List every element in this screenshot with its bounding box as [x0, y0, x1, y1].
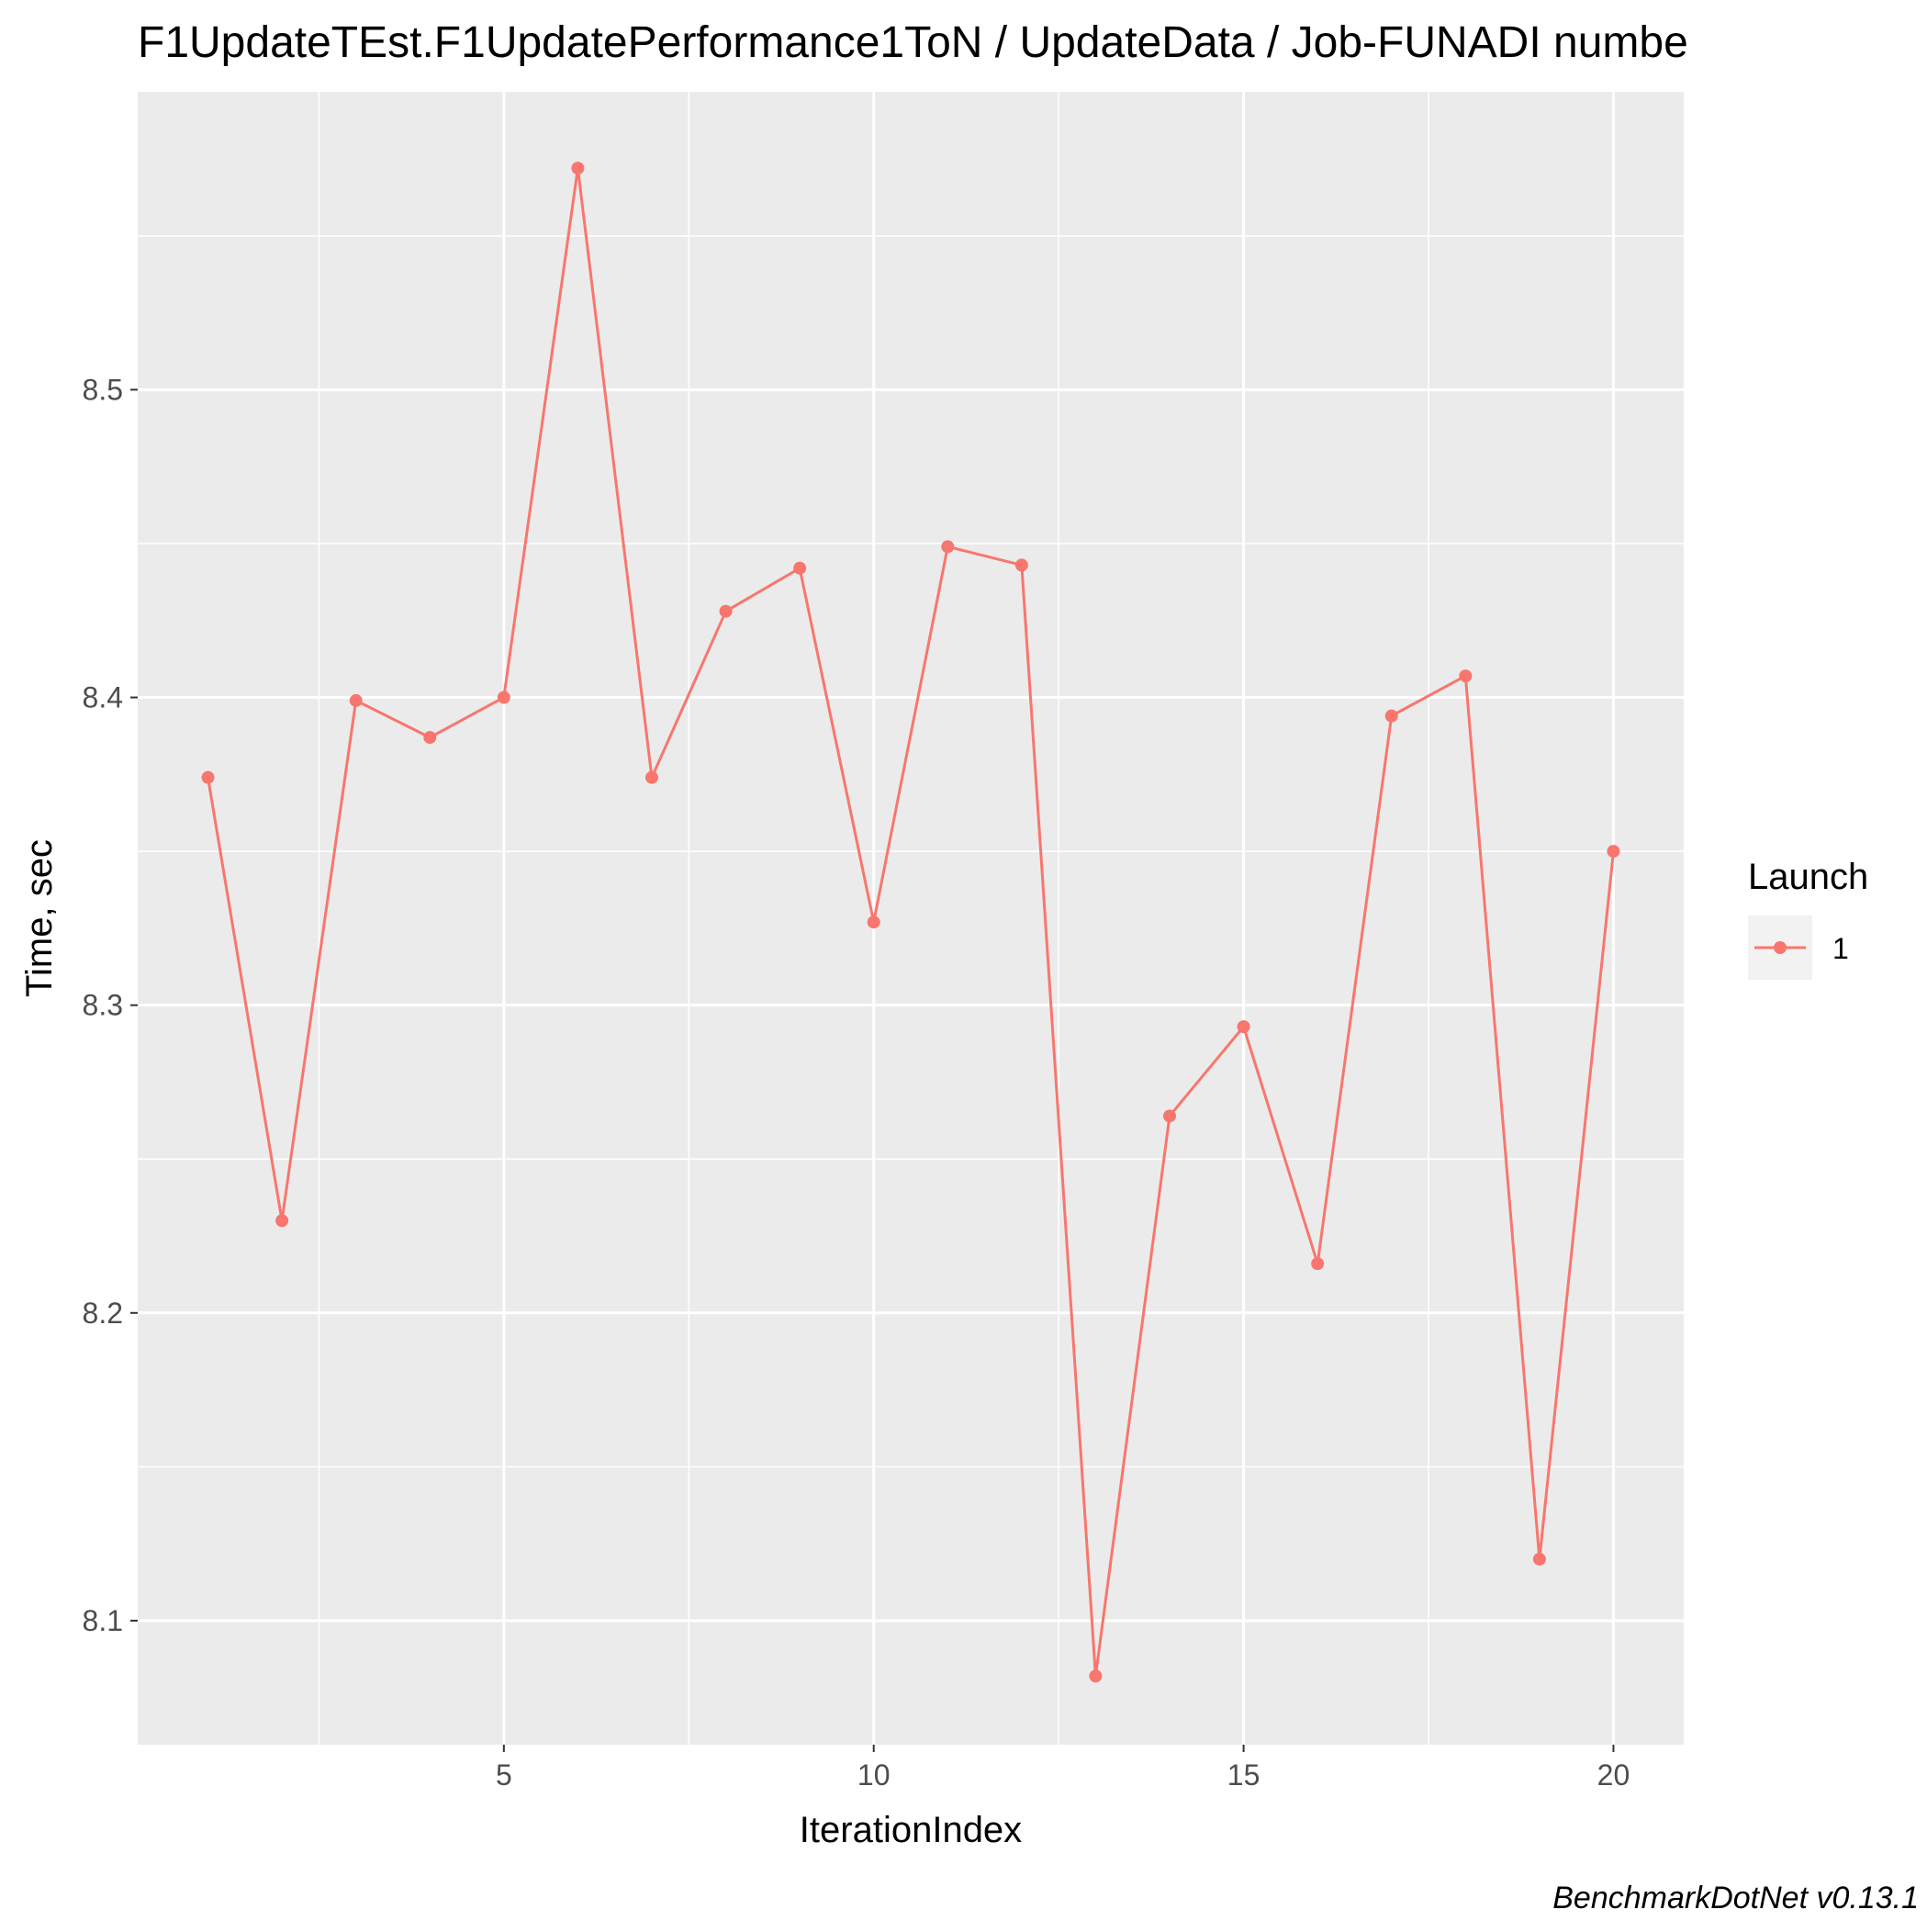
x-tick-label: 20	[1597, 1758, 1630, 1792]
legend-key-point	[1774, 941, 1787, 954]
chart-title: F1UpdateTEst.F1UpdatePerformance1ToN / U…	[138, 18, 1688, 67]
data-point	[867, 915, 880, 929]
y-axis: 8.1 8.2 8.3 8.4 8.5	[83, 373, 138, 1637]
data-point	[1163, 1109, 1177, 1123]
y-tick-label: 8.4	[83, 681, 123, 714]
data-point	[644, 770, 658, 784]
data-point	[1311, 1257, 1325, 1271]
data-point	[201, 770, 215, 784]
series-line	[207, 166, 1615, 1678]
data-point	[1089, 1669, 1103, 1683]
y-axis-title: Time, sec	[19, 839, 60, 997]
data-point	[1459, 669, 1473, 683]
x-tick-label: 5	[496, 1758, 512, 1792]
data-point	[571, 162, 585, 175]
x-tick-label: 15	[1227, 1758, 1260, 1792]
data-point	[1607, 845, 1620, 859]
data-point	[941, 540, 955, 554]
y-tick-label: 8.1	[83, 1604, 123, 1637]
data-point	[1532, 1552, 1546, 1566]
data-point	[793, 561, 807, 575]
legend: Launch 1	[1748, 857, 1868, 980]
x-axis-title: IterationIndex	[800, 1810, 1022, 1850]
plot-panel	[138, 92, 1684, 1745]
data-point	[1237, 1020, 1250, 1034]
y-tick-label: 8.5	[83, 373, 123, 406]
legend-label: 1	[1832, 932, 1849, 965]
data-point	[275, 1214, 289, 1228]
legend-title: Launch	[1748, 857, 1868, 897]
x-tick-label: 10	[857, 1758, 891, 1792]
series-layer	[201, 162, 1620, 1683]
minor-gridlines	[138, 92, 1684, 1745]
x-axis: 5 10 15 20	[496, 1745, 1630, 1792]
chart-caption: BenchmarkDotNet v0.13.1	[1552, 1881, 1919, 1915]
data-point	[719, 604, 733, 618]
data-point	[1014, 558, 1028, 572]
data-point	[349, 693, 363, 707]
y-tick-label: 8.3	[83, 989, 123, 1022]
data-point	[423, 731, 437, 745]
y-tick-label: 8.2	[83, 1297, 123, 1330]
data-point	[1384, 709, 1398, 723]
data-point	[497, 691, 510, 704]
